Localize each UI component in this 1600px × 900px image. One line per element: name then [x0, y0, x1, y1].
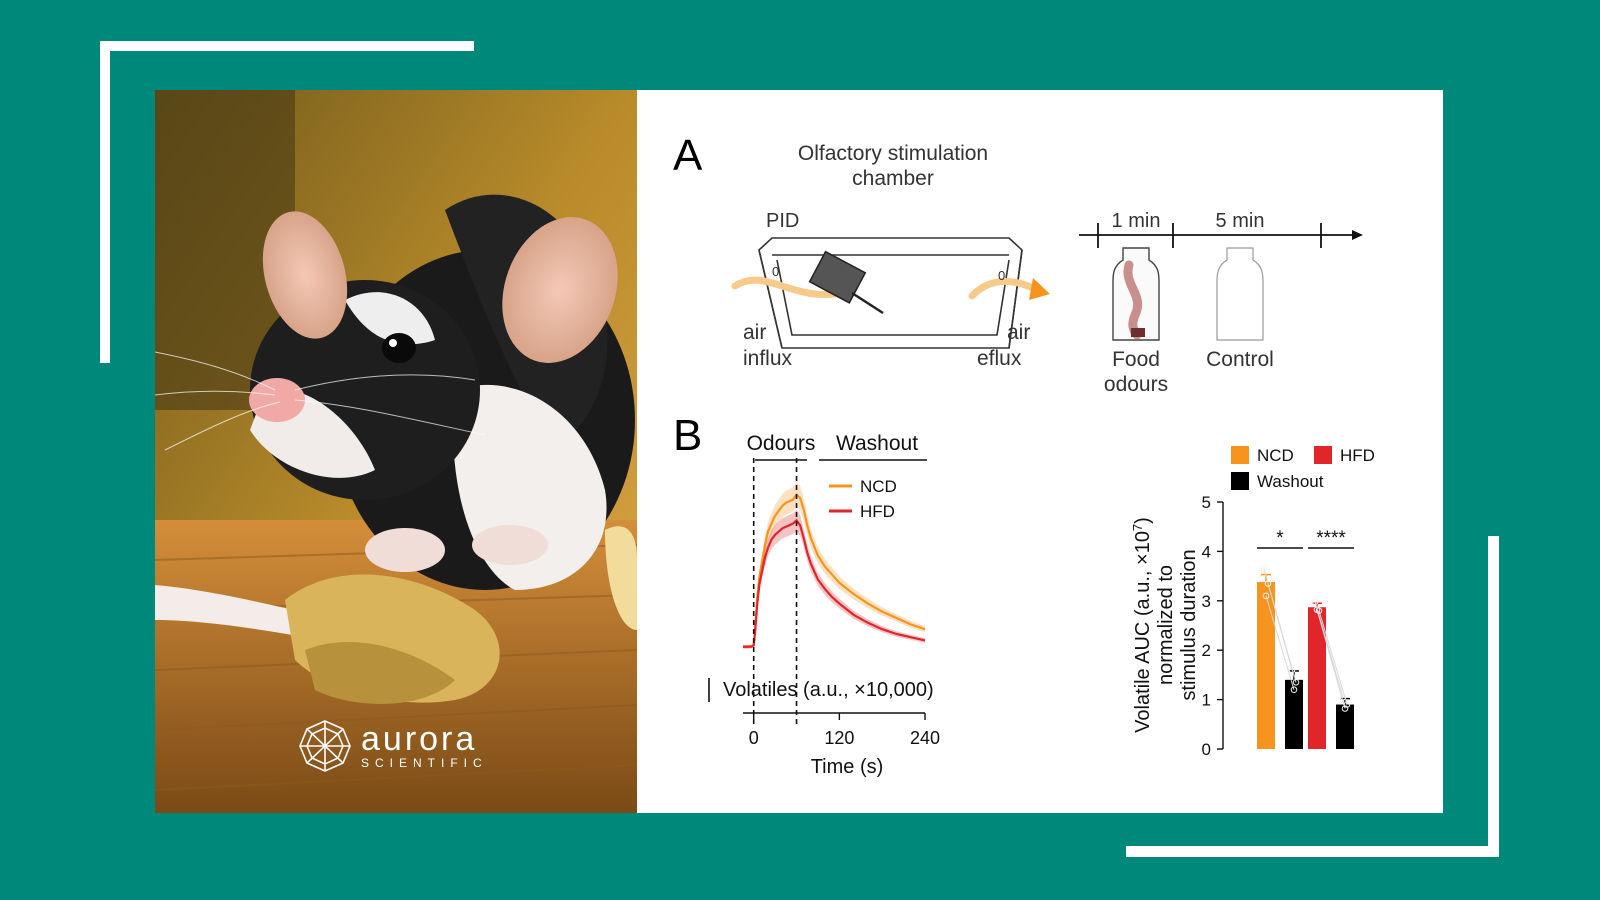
timeline-label-1min: 1 min	[1112, 210, 1161, 232]
phase-label-odours: Odours	[747, 432, 816, 455]
air-influx-label-2: influx	[743, 347, 793, 370]
bar-axes: 0 1 2 3 4 5	[1202, 493, 1224, 759]
control-label: Control	[1206, 348, 1274, 371]
bar-legend: NCD HFD Washout	[1231, 446, 1375, 491]
significance-label: *	[1276, 528, 1284, 549]
mouse-illustration	[155, 90, 637, 813]
bar-legend-label-ncd: NCD	[1257, 446, 1294, 465]
line-chart: Odours Washout NCD HFD 0 120 240 Volatiles …	[708, 432, 940, 778]
air-influx-label-1: air	[743, 321, 766, 344]
air-eflux-label-1: air	[1007, 321, 1030, 344]
stimulation-chamber	[758, 237, 1023, 349]
bar-marks: * ****	[1257, 528, 1354, 749]
data-point	[1264, 580, 1272, 587]
bar-y-axis-label: Volatile AUC (a.u., ×107)	[1130, 517, 1154, 733]
chamber-title-line1: Olfactory stimulation	[798, 142, 988, 165]
data-point	[1290, 686, 1298, 694]
food-odours-label-1: Food	[1112, 348, 1160, 371]
bar-y-axis-label-line2: normalized to	[1155, 565, 1177, 685]
data-point	[1315, 607, 1323, 614]
data-point	[1341, 705, 1349, 712]
series-line-hfd	[743, 518, 926, 648]
bar-legend-swatch-hfd	[1314, 446, 1332, 464]
timeline-label-5min: 5 min	[1216, 210, 1265, 232]
bar-y-tick-label: 2	[1202, 641, 1211, 660]
bar-y-tick-label: 1	[1202, 691, 1211, 710]
line-y-axis-label: Volatiles (a.u., ×10,000)	[723, 679, 934, 701]
food-odours-label-2: odours	[1104, 373, 1168, 396]
air-eflux-label-2: eflux	[977, 347, 1022, 370]
frame-line-top-left-horizontal	[100, 41, 474, 51]
data-point	[1292, 679, 1300, 686]
svg-text:0: 0	[772, 264, 779, 279]
aurora-logo: aurora SCIENTIFIC	[297, 718, 488, 774]
pid-sensor-icon	[808, 250, 884, 315]
data-point	[1262, 592, 1270, 600]
chamber-title-line2: chamber	[852, 167, 934, 190]
x-tick-label: 120	[824, 728, 854, 748]
x-tick-label: 0	[749, 728, 759, 748]
aurora-logo-icon	[299, 720, 351, 772]
legend-label-hfd: HFD	[860, 502, 895, 521]
bar-y-axis-label-line3: stimulus duration	[1178, 549, 1200, 700]
pid-label: PID	[766, 210, 799, 232]
data-point	[1260, 565, 1268, 572]
svg-text:0: 0	[998, 268, 1005, 283]
panel-a-letter: A	[673, 131, 703, 180]
bar-y-tick-label: 4	[1202, 542, 1211, 561]
timeline-axis	[1079, 223, 1352, 248]
bar-ncd-washout	[1285, 679, 1303, 749]
bar-hfd-washout	[1336, 704, 1354, 749]
data-point	[1343, 701, 1351, 708]
frame-line-bottom-right-vertical	[1488, 536, 1499, 856]
bar-legend-swatch-washout	[1231, 472, 1249, 490]
frame-line-top-left-vertical	[100, 41, 110, 363]
data-point	[1311, 598, 1319, 606]
phase-label-washout: Washout	[836, 432, 918, 455]
paired-line	[1265, 595, 1295, 690]
frame-line-bottom-right-horizontal	[1126, 846, 1499, 857]
timeline-arrowhead	[1352, 230, 1363, 240]
bar-y-tick-label: 5	[1202, 493, 1211, 512]
series-band-ncd	[743, 482, 925, 649]
line-legend: NCD HFD	[829, 477, 897, 521]
figure-panel: A Olfactory stimulation chamber PID 0 0	[637, 90, 1443, 813]
line-axes: 0 120 240	[708, 678, 940, 748]
bar-y-tick-label: 0	[1202, 740, 1211, 759]
control-bottle-icon	[1216, 247, 1264, 341]
line-x-axis-label: Time (s)	[811, 756, 884, 778]
bar-legend-label-hfd: HFD	[1340, 446, 1375, 465]
paired-line	[1318, 610, 1348, 705]
bar-ncd-ncd	[1257, 582, 1275, 749]
legend-label-ncd: NCD	[860, 477, 897, 496]
brand-name: aurora	[361, 720, 478, 758]
line-series-group	[743, 458, 926, 725]
figure-svg: A Olfactory stimulation chamber PID 0 0	[673, 131, 1375, 778]
bar-legend-label-washout: Washout	[1257, 472, 1324, 491]
series-band-hfd	[743, 509, 925, 649]
bar-legend-swatch-ncd	[1231, 446, 1249, 464]
air-eflux-arrow	[968, 277, 1041, 300]
x-tick-label: 240	[910, 728, 940, 748]
paired-line	[1267, 583, 1297, 683]
significance-label: ****	[1316, 528, 1346, 549]
bar-hfd-hfd	[1308, 607, 1326, 749]
food-odour-bottle-icon	[1112, 247, 1160, 341]
brand-tagline: SCIENTIFIC	[361, 756, 488, 770]
panel-b-letter: B	[673, 411, 702, 460]
bar-y-tick-label: 3	[1202, 592, 1211, 611]
eflux-arrowhead	[1029, 278, 1050, 300]
panel-a: A Olfactory stimulation chamber PID 0 0	[673, 131, 1363, 396]
paired-line	[1316, 609, 1346, 709]
mouse-photo: aurora SCIENTIFIC	[155, 90, 637, 813]
